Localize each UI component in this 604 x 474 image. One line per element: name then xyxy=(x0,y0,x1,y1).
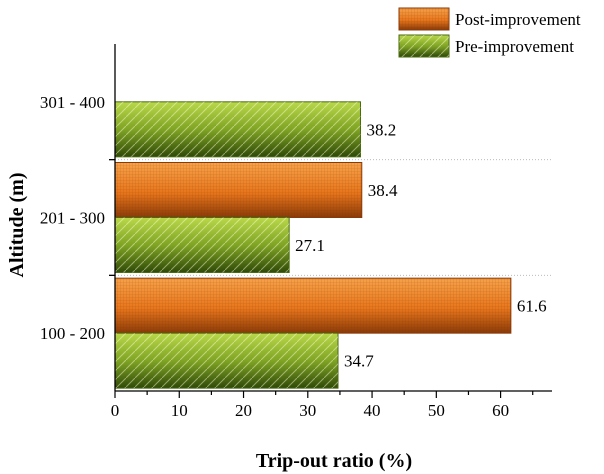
bar-texture-post-improvement xyxy=(115,163,362,218)
y-tick-label: 301 - 400 xyxy=(40,93,105,112)
bar-texture-post-improvement xyxy=(115,278,511,333)
y-tick-label: 100 - 200 xyxy=(40,324,105,343)
x-axis-ticks: 0 10 20 30 40 50 60 xyxy=(111,391,533,420)
y-axis-ticks: 100 - 200 201 - 300 301 - 400 xyxy=(40,93,115,343)
legend: Post-improvement Pre-improvement xyxy=(399,8,581,57)
value-label: 27.1 xyxy=(295,236,325,255)
bar-texture-pre-improvement xyxy=(115,102,360,157)
value-label: 61.6 xyxy=(517,297,547,316)
legend-label-post-improvement: Post-improvement xyxy=(455,10,581,29)
x-tick-label: 10 xyxy=(171,401,188,420)
legend-swatch-pre-improvement-texture xyxy=(399,35,449,57)
value-label: 38.4 xyxy=(368,181,398,200)
x-tick-label: 20 xyxy=(235,401,252,420)
y-tick-label: 201 - 300 xyxy=(40,209,105,228)
y-axis-title: Altitude (m) xyxy=(6,173,28,278)
x-tick-label: 50 xyxy=(428,401,445,420)
bar-texture-pre-improvement xyxy=(115,333,338,388)
value-label: 34.7 xyxy=(344,352,374,371)
x-axis-title: Trip-out ratio (%) xyxy=(256,450,412,472)
legend-label-pre-improvement: Pre-improvement xyxy=(455,37,574,56)
plot-area: 61.6 34.7 38.4 27.1 38.2 0 10 20 30 40 50 60 100 -… xyxy=(40,44,552,420)
legend-swatch-post-improvement-texture xyxy=(399,8,449,30)
x-tick-label: 40 xyxy=(364,401,381,420)
value-label: 38.2 xyxy=(366,120,396,139)
x-tick-label: 60 xyxy=(492,401,509,420)
x-tick-label: 30 xyxy=(299,401,316,420)
bar-texture-pre-improvement xyxy=(115,218,289,273)
x-tick-label: 0 xyxy=(111,401,120,420)
